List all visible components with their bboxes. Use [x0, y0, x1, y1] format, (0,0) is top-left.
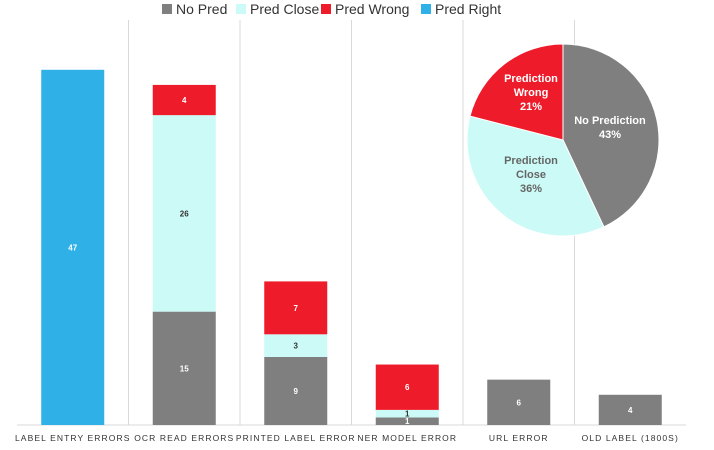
data-label: 47: [68, 243, 77, 252]
data-label: 3: [294, 342, 299, 351]
bar-segment-pred-wrong: [264, 281, 328, 335]
bar-group-ner-model-error: 11 6: [375, 364, 439, 426]
category-label: OLD LABEL (1800S): [582, 433, 679, 443]
bar-segment-no-pred: [375, 417, 439, 425]
data-label: 4: [628, 406, 633, 415]
pie-slice-label: Prediction Close 36%: [504, 155, 558, 195]
bar-segment-pred-wrong: [152, 84, 216, 116]
legend-item-no-pred: No Pred: [162, 1, 227, 17]
legend-label: No Pred: [176, 1, 227, 17]
pie-chart: No Prediction 43% Prediction Close 36% Predic…: [466, 43, 660, 237]
data-label: 9: [294, 387, 299, 396]
category-label: URL ERROR: [489, 433, 549, 443]
bar-segment-no-pred: [152, 311, 216, 425]
legend-label: Pred Wrong: [335, 1, 409, 17]
legend-item-pred-wrong: Pred Wrong: [321, 1, 409, 17]
bar-group-printed-label-error: 9 3 7: [264, 281, 328, 425]
data-label: 1: [405, 417, 410, 426]
data-label: 1: [405, 410, 410, 419]
data-label: 26: [180, 209, 189, 218]
bar-segment-no-pred: [598, 394, 662, 425]
pie-slice-prediction-close: Prediction Close 36%: [466, 115, 605, 237]
legend-item-pred-right: Pred Right: [421, 1, 501, 17]
pie-slice-shape: [466, 115, 605, 237]
data-label: 6: [517, 398, 522, 407]
legend-item-pred-close: Pred Close: [236, 1, 319, 17]
pie-slice-label: Prediction Wrong 21%: [504, 73, 558, 113]
bar-group-ocr-read-errors: 15 26 4: [152, 84, 216, 425]
pie-slice-shape: [469, 43, 564, 141]
bar-segment-pred-close: [264, 334, 328, 357]
bar-segment-pred-close: [375, 409, 439, 418]
legend-swatch: [421, 4, 431, 14]
category-label: LABEL ENTRY ERRORS: [15, 433, 131, 443]
data-label: 4: [182, 96, 187, 105]
bar-group-old-label-1800s: 4: [598, 394, 662, 425]
category-label: PRINTED LABEL ERROR: [236, 433, 356, 443]
pie-slice-shape: [562, 43, 660, 228]
pie-slice-no-prediction: No Prediction 43%: [562, 43, 660, 228]
category-labels: LABEL ENTRY ERRORS OCR READ ERRORS PRINTED…: [15, 433, 679, 443]
bars: 47 15 26 4 9 3 7 11 6 6 4: [41, 69, 662, 426]
legend-swatch: [162, 4, 172, 14]
bar-segment-pred-right: [41, 69, 105, 426]
category-label: OCR READ ERRORS: [134, 433, 234, 443]
pie-slice-label: No Prediction 43%: [574, 115, 646, 141]
legend-swatch: [236, 4, 246, 14]
data-label: 6: [405, 383, 410, 392]
legend: No Pred Pred Close Pred Wrong Pred Right: [162, 1, 501, 17]
category-label: NER MODEL ERROR: [357, 433, 457, 443]
bar-segment-no-pred: [487, 379, 551, 425]
bar-segment-pred-wrong: [375, 364, 439, 410]
data-label: 15: [180, 364, 189, 373]
pie-slice-prediction-wrong: Prediction Wrong 21%: [469, 43, 564, 141]
data-label: 7: [294, 304, 299, 313]
bar-segment-no-pred: [264, 356, 328, 425]
legend-label: Pred Close: [250, 1, 319, 17]
legend-label: Pred Right: [435, 1, 501, 17]
bar-segment-pred-close: [152, 115, 216, 312]
legend-swatch: [321, 4, 331, 14]
bar-group-label-entry-errors: 47: [41, 69, 105, 426]
bar-group-url-error: 6: [487, 379, 551, 425]
